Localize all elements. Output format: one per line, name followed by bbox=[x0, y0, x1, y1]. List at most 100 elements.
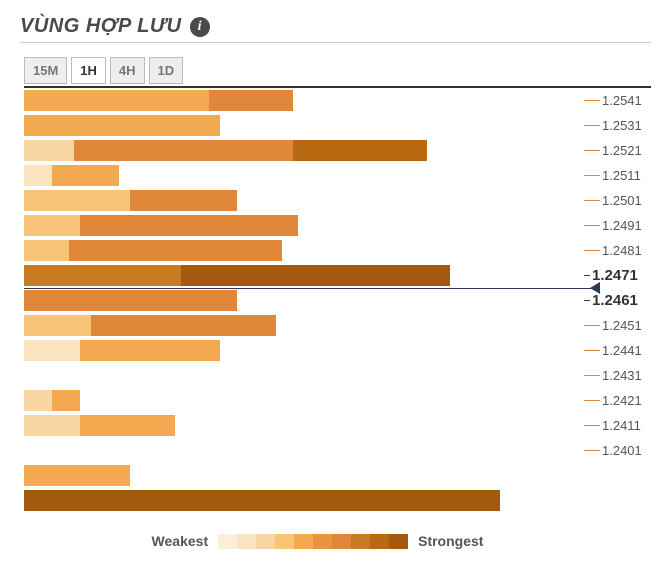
current-price-line bbox=[24, 288, 592, 289]
bars-area bbox=[24, 438, 584, 463]
timeframe-tab-15m[interactable]: 15M bbox=[24, 57, 67, 84]
chart-row: 1.2421 bbox=[24, 388, 651, 413]
bar-segment bbox=[24, 315, 91, 336]
legend-swatch bbox=[294, 534, 313, 549]
legend-swatch bbox=[256, 534, 275, 549]
price-label: 1.2501 bbox=[600, 193, 642, 208]
bar-segment bbox=[24, 90, 209, 111]
bars-area bbox=[24, 113, 584, 138]
tick-line bbox=[584, 400, 600, 401]
chart-row: 1.2541 bbox=[24, 88, 651, 113]
label-area: 1.2411 bbox=[584, 418, 651, 433]
chart-row: 1.2531 bbox=[24, 113, 651, 138]
bar-segment bbox=[74, 140, 292, 161]
bars-area bbox=[24, 288, 584, 313]
price-label: 1.2521 bbox=[600, 143, 642, 158]
bars-area bbox=[24, 88, 584, 113]
label-area: 1.2451 bbox=[584, 318, 651, 333]
price-label: 1.2461 bbox=[590, 292, 638, 309]
label-area: 1.2481 bbox=[584, 243, 651, 258]
label-area: 1.2421 bbox=[584, 393, 651, 408]
legend-weakest-label: Weakest bbox=[152, 533, 209, 549]
legend-swatch bbox=[332, 534, 351, 549]
timeframe-tab-4h[interactable]: 4H bbox=[110, 57, 145, 84]
bar-segment bbox=[80, 340, 220, 361]
bar-segment bbox=[24, 265, 181, 286]
bars-area bbox=[24, 338, 584, 363]
legend-swatch bbox=[370, 534, 389, 549]
bar-segment bbox=[293, 140, 427, 161]
bar-segment bbox=[24, 465, 130, 486]
bars-area bbox=[24, 263, 584, 288]
legend-swatch bbox=[237, 534, 256, 549]
bars-area bbox=[24, 488, 584, 513]
confluence-chart: 1.2541 1.2531 1.2521 1.2511 1.2501 1.2491 1.24… bbox=[24, 86, 651, 513]
legend-swatch bbox=[351, 534, 370, 549]
chart-row: 1.2471 bbox=[24, 263, 651, 288]
bar-segment bbox=[24, 415, 80, 436]
legend-swatch bbox=[313, 534, 332, 549]
chart-row: 1.2481 bbox=[24, 238, 651, 263]
chart-row: 1.2501 bbox=[24, 188, 651, 213]
timeframe-tab-1h[interactable]: 1H bbox=[71, 57, 106, 84]
legend-swatch bbox=[389, 534, 408, 549]
label-area: 1.2541 bbox=[584, 93, 651, 108]
label-area: 1.2401 bbox=[584, 443, 651, 458]
bars-area bbox=[24, 388, 584, 413]
chart-row: 1.2401 bbox=[24, 438, 651, 463]
tick-line bbox=[584, 425, 600, 426]
chart-row: 1.2451 bbox=[24, 313, 651, 338]
label-area: 1.2521 bbox=[584, 143, 651, 158]
bar-segment bbox=[52, 165, 119, 186]
tick-line bbox=[584, 100, 600, 101]
bar-segment bbox=[69, 240, 282, 261]
bar-segment bbox=[24, 215, 80, 236]
bar-segment bbox=[24, 290, 237, 311]
bar-segment bbox=[52, 390, 80, 411]
label-area: 1.2511 bbox=[584, 168, 651, 183]
bars-area bbox=[24, 163, 584, 188]
bar-segment bbox=[24, 240, 69, 261]
price-label: 1.2531 bbox=[600, 118, 642, 133]
strength-legend: Weakest Strongest bbox=[24, 533, 651, 549]
info-icon[interactable]: i bbox=[190, 17, 210, 37]
tick-line bbox=[584, 450, 600, 451]
timeframe-tab-1d[interactable]: 1D bbox=[149, 57, 184, 84]
bar-segment bbox=[80, 415, 175, 436]
bars-area bbox=[24, 463, 584, 488]
label-area: 1.2431 bbox=[584, 368, 651, 383]
price-label: 1.2451 bbox=[600, 318, 642, 333]
price-label: 1.2401 bbox=[600, 443, 642, 458]
tick-line bbox=[584, 200, 600, 201]
chart-row: 1.2431 bbox=[24, 363, 651, 388]
price-label: 1.2491 bbox=[600, 218, 642, 233]
bars-area bbox=[24, 413, 584, 438]
label-area: 1.2491 bbox=[584, 218, 651, 233]
bars-area bbox=[24, 313, 584, 338]
price-label: 1.2421 bbox=[600, 393, 642, 408]
price-label: 1.2511 bbox=[600, 168, 641, 183]
chart-row bbox=[24, 488, 651, 513]
label-area: 1.2531 bbox=[584, 118, 651, 133]
legend-swatches bbox=[218, 534, 408, 549]
chart-row: 1.2491 bbox=[24, 213, 651, 238]
tick-line bbox=[584, 150, 600, 151]
bar-segment bbox=[80, 215, 298, 236]
tick-line bbox=[584, 325, 600, 326]
tick-line bbox=[584, 175, 600, 176]
bar-segment bbox=[24, 140, 74, 161]
current-price-marker-icon bbox=[590, 282, 600, 294]
tick-line bbox=[584, 375, 600, 376]
bars-area bbox=[24, 363, 584, 388]
bars-area bbox=[24, 188, 584, 213]
tick-line bbox=[584, 225, 600, 226]
label-area: 1.2501 bbox=[584, 193, 651, 208]
chart-row: 1.2461 bbox=[24, 288, 651, 313]
timeframe-tabs: 15M1H4H1D bbox=[24, 57, 651, 84]
price-label: 1.2431 bbox=[600, 368, 642, 383]
section-header: VÙNG HỢP LƯU i bbox=[20, 15, 651, 43]
bars-area bbox=[24, 238, 584, 263]
bar-segment bbox=[91, 315, 276, 336]
chart-row: 1.2411 bbox=[24, 413, 651, 438]
label-area: 1.2441 bbox=[584, 343, 651, 358]
